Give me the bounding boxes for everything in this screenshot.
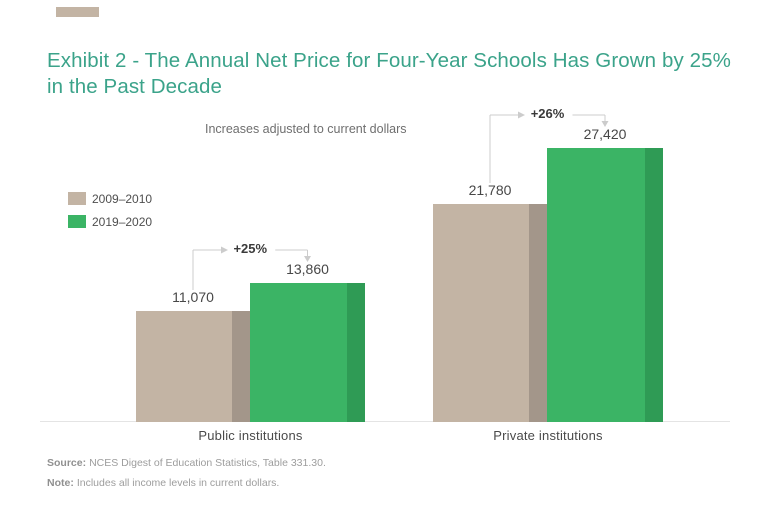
bar-public-2009-2010	[136, 311, 250, 422]
bar-shade	[347, 283, 365, 422]
legend-swatch	[68, 215, 86, 228]
accent-bar	[56, 7, 99, 17]
value-label: 13,860	[286, 261, 329, 277]
footer: Source: NCES Digest of Education Statisti…	[47, 457, 326, 497]
note-text: Includes all income levels in current do…	[76, 477, 280, 489]
value-label: 21,780	[468, 182, 512, 198]
x-axis-line	[40, 421, 730, 422]
legend-label: 2009–2010	[92, 191, 153, 206]
bar-private-2009-2010	[433, 204, 547, 422]
growth-annotation: +26%	[530, 106, 565, 121]
source-note: Source: NCES Digest of Education Statisti…	[47, 457, 326, 469]
bar-shade	[529, 204, 547, 422]
legend-label: 2019–2020	[92, 214, 153, 229]
legend-swatch	[68, 192, 86, 205]
legend: 2009–2010 2019–2020	[68, 192, 152, 238]
note-label: Note:	[47, 477, 74, 489]
value-label: 11,070	[172, 289, 214, 305]
value-label: 27,420	[583, 126, 627, 142]
legend-item: 2019–2020	[68, 214, 153, 229]
bar-public-2019-2020	[250, 283, 365, 422]
bar-private-2019-2020	[547, 148, 663, 422]
chart-subtitle: Increases adjusted to current dollars	[205, 122, 407, 136]
bar-shade	[232, 311, 250, 422]
page-title: Exhibit 2 - The Annual Net Price for Fou…	[47, 49, 731, 98]
note-line: Note: Includes all income levels in curre…	[47, 477, 326, 489]
bar-shade	[645, 148, 663, 422]
source-text: NCES Digest of Education Statistics, Tab…	[89, 457, 326, 469]
category-label-public: Public institutions	[198, 428, 303, 443]
source-label: Source:	[47, 457, 87, 469]
growth-annotation: +25%	[233, 241, 268, 256]
legend-item: 2009–2010	[68, 191, 153, 206]
category-label-private: Private institutions	[493, 428, 603, 443]
